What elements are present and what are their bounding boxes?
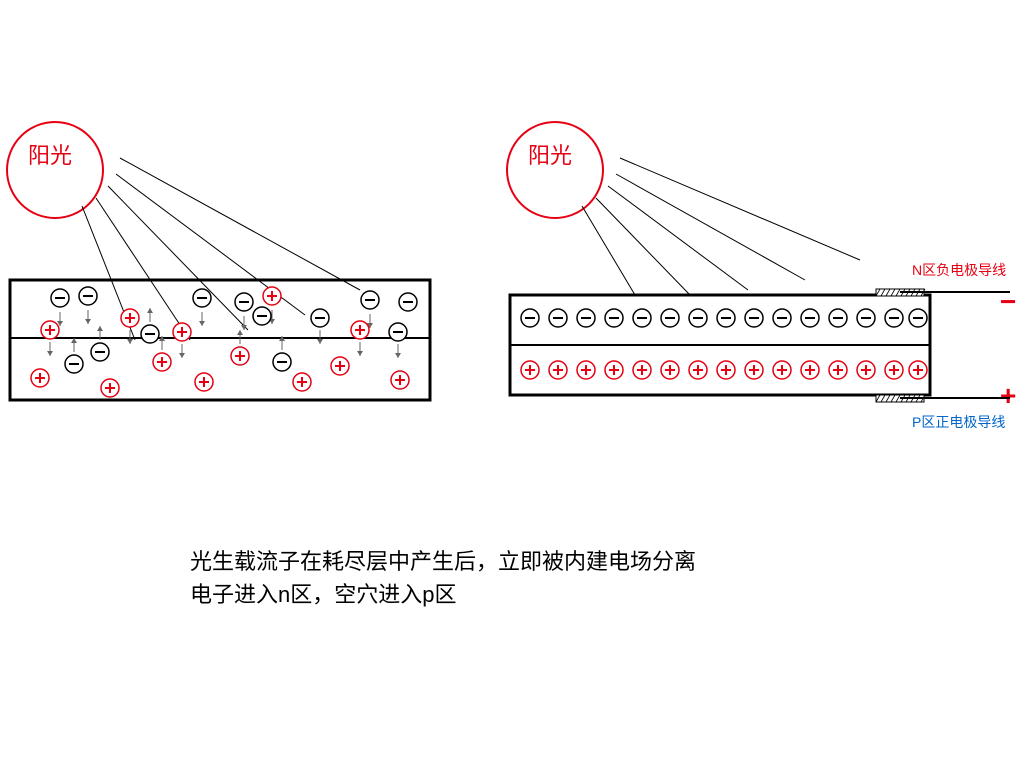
diagram-canvas: [0, 0, 1024, 768]
